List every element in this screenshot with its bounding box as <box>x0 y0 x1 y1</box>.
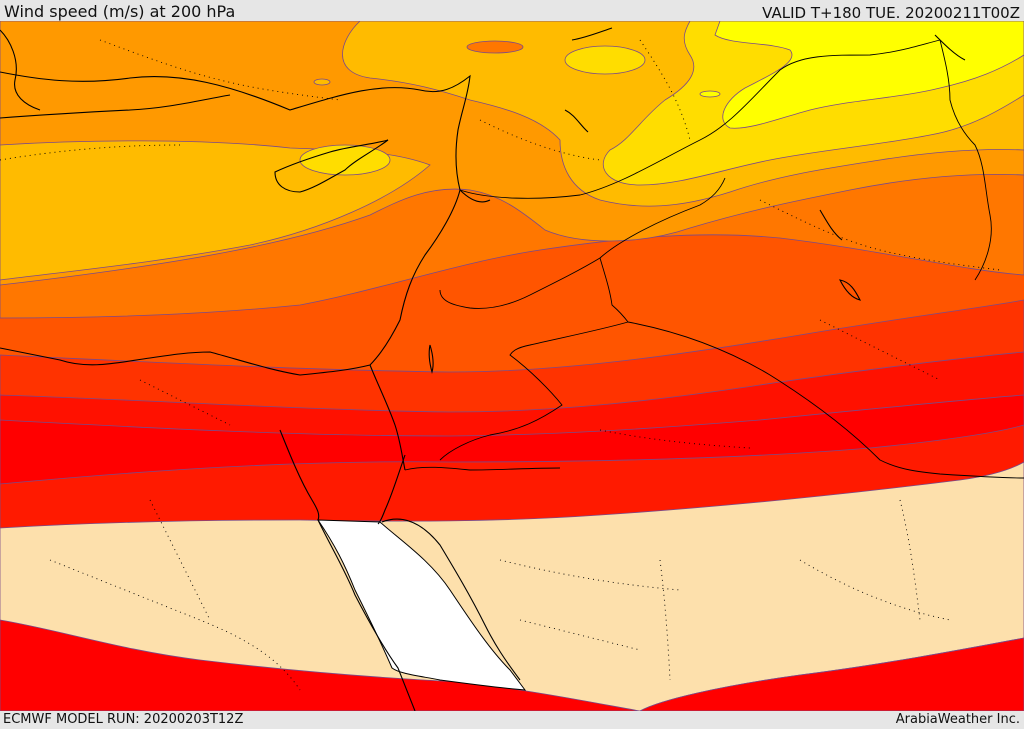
contour-blob <box>699 90 721 98</box>
map-title: Wind speed (m/s) at 200 hPa <box>4 2 236 21</box>
header-bar: Wind speed (m/s) at 200 hPa VALID T+180 … <box>0 0 1024 21</box>
internal-boundaries <box>0 39 1001 691</box>
contour-blob <box>466 40 524 54</box>
borders <box>404 39 1024 479</box>
map-canvas <box>0 21 1024 711</box>
wind-speed-map <box>0 21 1024 711</box>
contour-blob <box>564 45 646 75</box>
contour-blob <box>299 144 391 176</box>
credit: ArabiaWeather Inc. <box>895 712 1020 727</box>
band-ff0000-southeast <box>639 637 1024 711</box>
red-sea <box>317 519 527 691</box>
model-run: ECMWF MODEL RUN: 20200203T12Z <box>3 712 244 727</box>
valid-time: VALID T+180 TUE. 20200211T00Z <box>762 4 1020 22</box>
footer-bar: ECMWF MODEL RUN: 20200203T12Z ArabiaWeat… <box>0 711 1024 729</box>
band-ffff00 <box>714 21 1024 129</box>
band-ffbb00-west <box>0 140 431 281</box>
coastlines <box>0 27 966 711</box>
contour-blob <box>313 78 331 86</box>
band-ff0000-south <box>0 619 641 711</box>
